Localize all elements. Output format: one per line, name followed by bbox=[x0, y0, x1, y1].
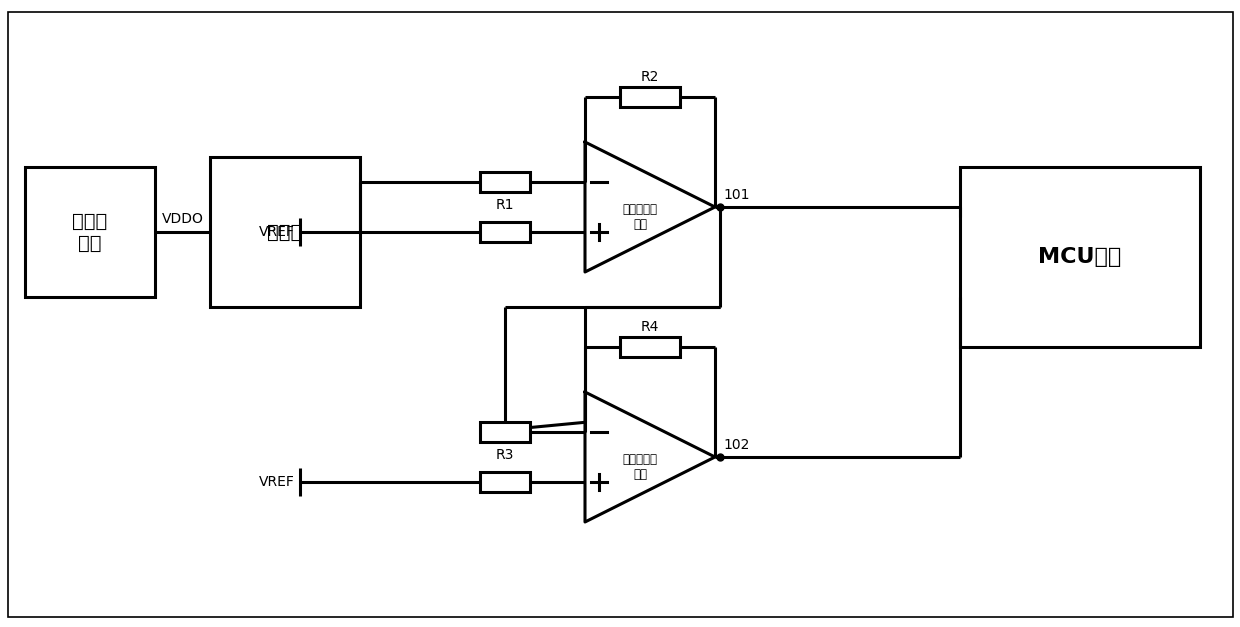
Bar bbox=[210, 157, 360, 307]
Bar bbox=[480, 172, 529, 192]
Text: VREF: VREF bbox=[259, 224, 295, 239]
Bar bbox=[960, 167, 1200, 347]
Text: 二级运算放
大器: 二级运算放 大器 bbox=[622, 453, 657, 481]
Text: MCU芯片: MCU芯片 bbox=[1038, 247, 1122, 267]
Text: 102: 102 bbox=[723, 438, 749, 452]
Text: R4: R4 bbox=[641, 320, 660, 334]
Text: 一级运算放
大器: 一级运算放 大器 bbox=[622, 203, 657, 231]
Text: 滤波器: 滤波器 bbox=[268, 223, 303, 241]
Bar bbox=[25, 167, 155, 297]
Text: R3: R3 bbox=[496, 448, 515, 462]
Text: R2: R2 bbox=[641, 70, 660, 84]
Text: R1: R1 bbox=[496, 198, 515, 213]
Text: 101: 101 bbox=[723, 188, 749, 202]
Bar bbox=[480, 423, 529, 442]
Text: 电场感
应片: 电场感 应片 bbox=[72, 211, 108, 253]
Bar bbox=[620, 337, 680, 357]
Text: VDDO: VDDO bbox=[161, 212, 203, 226]
Text: VREF: VREF bbox=[259, 475, 295, 488]
Bar bbox=[620, 87, 680, 107]
Bar bbox=[480, 472, 529, 492]
Bar bbox=[480, 222, 529, 241]
